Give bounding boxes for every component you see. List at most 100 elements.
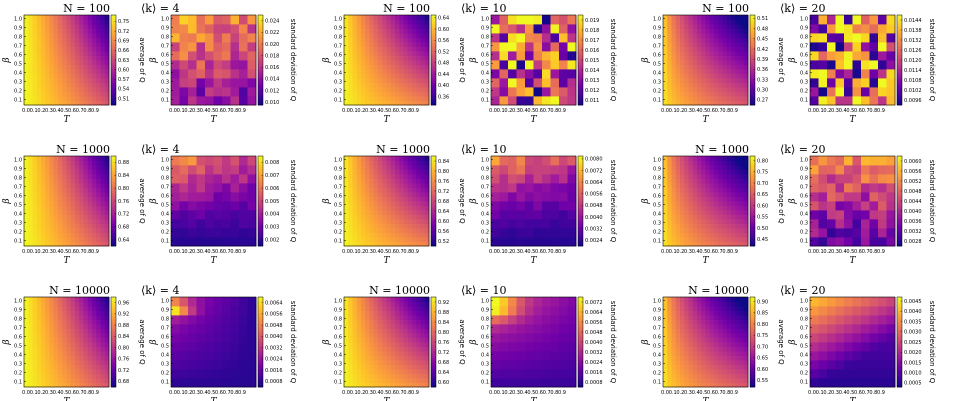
heatmap-cell	[92, 183, 97, 188]
heatmap-cell	[365, 315, 370, 320]
heatmap-cell	[852, 78, 862, 88]
heatmap-cell	[424, 28, 430, 34]
heatmap-cell	[369, 214, 375, 220]
heatmap-cell	[667, 60, 672, 65]
heatmap-cell	[412, 73, 417, 79]
heatmap-cell	[516, 165, 526, 175]
heatmap-cell	[718, 33, 723, 38]
heatmap-cell	[53, 219, 59, 224]
x-tick-label: 0.8	[722, 249, 730, 255]
colorbar-segment	[897, 192, 902, 195]
heatmap-cell	[41, 69, 46, 74]
heatmap-cell	[104, 237, 110, 242]
heatmap-cell	[41, 378, 46, 383]
heatmap-cell	[525, 183, 534, 193]
heatmap-cell	[24, 315, 29, 320]
heatmap-cell	[45, 219, 50, 224]
heatmap-cell	[179, 297, 189, 307]
heatmap-cell	[407, 241, 413, 247]
heatmap-cell	[58, 24, 63, 29]
heatmap-cell	[701, 223, 706, 229]
heatmap-cell	[196, 42, 206, 52]
colorbar-tick-label: 0.92	[118, 312, 129, 318]
heatmap-cell	[852, 24, 862, 34]
heatmap-cell	[45, 297, 50, 302]
heatmap-cell	[667, 78, 672, 83]
heatmap-cell	[104, 310, 110, 316]
heatmap-cell	[378, 228, 383, 233]
heatmap-cell	[412, 82, 417, 88]
heatmap-cell	[49, 232, 55, 238]
heatmap-cell	[373, 15, 379, 20]
heatmap-cell	[365, 87, 370, 92]
heatmap-cell	[28, 232, 33, 238]
heatmap-cell	[188, 42, 197, 52]
heatmap-cell	[70, 160, 76, 166]
heatmap-cell	[709, 100, 715, 106]
heatmap-cell	[32, 382, 38, 388]
heatmap-cell	[671, 192, 677, 197]
heatmap-cell	[684, 210, 689, 215]
colorbar-segment	[111, 158, 116, 161]
x-tick-label: 0.8	[83, 390, 91, 396]
panel-title-n: N = 1000	[56, 143, 110, 156]
heatmap-cell	[66, 382, 72, 388]
heatmap-cell	[369, 324, 375, 329]
y-tick-label: 0.5	[653, 202, 661, 208]
colorbar-segment	[897, 66, 902, 70]
heatmap-cell	[508, 42, 517, 52]
heatmap-cell	[41, 237, 46, 242]
heatmap-cell	[378, 24, 383, 29]
heatmap-cell	[735, 96, 740, 101]
heatmap-cell	[680, 46, 685, 52]
heatmap-cell	[70, 156, 76, 161]
heatmap-cell	[62, 78, 67, 83]
heatmap-cell	[373, 46, 379, 52]
heatmap-cell	[230, 51, 240, 61]
heatmap-cell	[361, 301, 366, 307]
heatmap-cell	[213, 378, 223, 388]
heatmap-cell	[407, 64, 413, 70]
heatmap-cell	[70, 91, 76, 97]
heatmap-cell	[36, 241, 42, 247]
heatmap-cell	[41, 333, 46, 338]
heatmap-cell	[844, 87, 853, 97]
heatmap-cell	[361, 15, 366, 20]
heatmap-cell	[83, 187, 89, 193]
heatmap-cell	[412, 192, 417, 197]
heatmap-cell	[395, 46, 400, 52]
x-axis-label: T	[530, 115, 537, 125]
heatmap-cell	[205, 324, 214, 334]
heatmap-cell	[62, 37, 67, 43]
heatmap-cell	[247, 306, 257, 316]
heatmap-cell	[83, 33, 89, 38]
heatmap-cell	[684, 165, 689, 170]
heatmap-cell	[75, 19, 80, 25]
heatmap-cell	[390, 223, 396, 229]
colorbar-segment	[578, 102, 583, 106]
heatmap-cell	[369, 310, 375, 316]
heatmap-cell	[28, 337, 33, 343]
heatmap-cell	[722, 228, 728, 233]
heatmap-cell	[53, 201, 59, 206]
colorbar-segment	[578, 51, 583, 54]
y-tick-label: 0.6	[334, 52, 342, 58]
colorbar-tick-label: 0.012	[265, 88, 279, 94]
heatmap-cell	[416, 55, 421, 61]
y-tick-label: 0.3	[653, 220, 661, 226]
x-tick-label: 0.6	[854, 249, 862, 255]
y-tick-label: 0.9	[161, 25, 169, 31]
heatmap-cell	[87, 187, 93, 193]
heatmap-cell	[818, 96, 828, 106]
heatmap-cell	[667, 178, 672, 184]
x-tick-label: 0.8	[230, 249, 238, 255]
heatmap-cell	[373, 342, 379, 347]
heatmap-cell	[739, 51, 745, 56]
heatmap-cell	[49, 342, 55, 347]
heatmap-cell	[499, 219, 509, 229]
x-tick-label: 0.7	[543, 249, 551, 255]
heatmap-cell	[361, 232, 366, 238]
heatmap-cell	[96, 382, 101, 388]
heatmap-cell	[844, 219, 853, 229]
heatmap-cell	[424, 91, 430, 97]
